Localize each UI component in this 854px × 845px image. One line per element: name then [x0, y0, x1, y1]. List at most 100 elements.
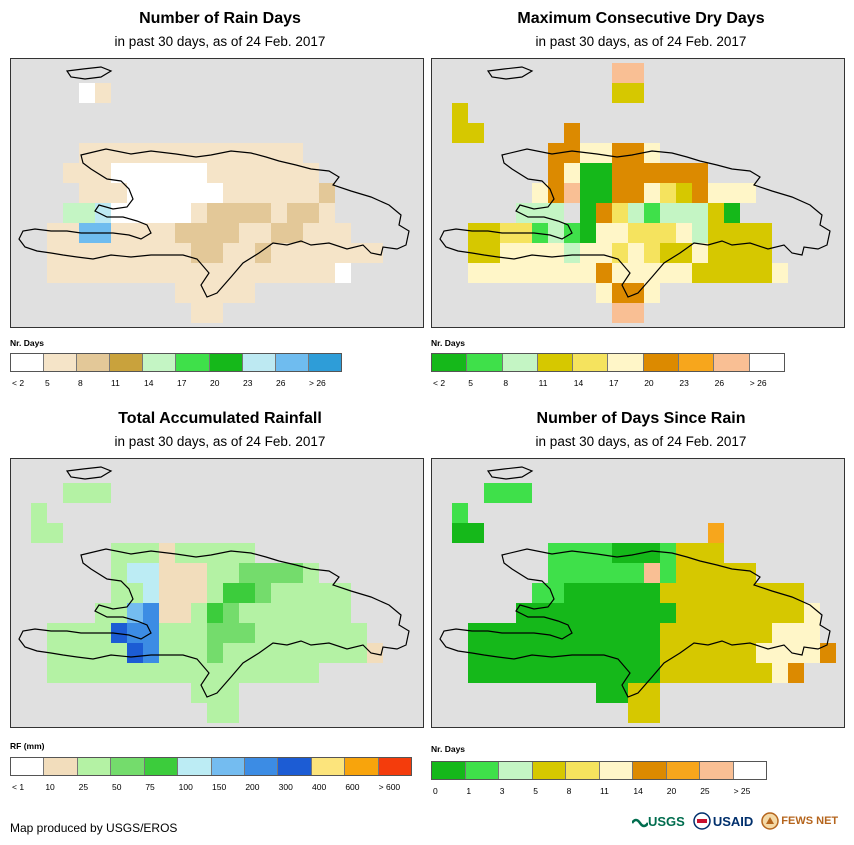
raster-cell: [628, 203, 644, 223]
raster-cell: [351, 243, 367, 263]
raster-cell: [756, 603, 772, 623]
raster-cell: [95, 263, 111, 283]
raster-cell: [255, 603, 271, 623]
raster-cell: [468, 623, 484, 643]
legend-swatch: [608, 354, 644, 371]
raster-cell: [207, 623, 223, 643]
raster-cell: [580, 643, 596, 663]
raster-cell: [596, 143, 612, 163]
raster-cell: [95, 83, 111, 103]
raster-cell: [612, 83, 628, 103]
raster-cell: [175, 263, 191, 283]
raster-cell: [191, 603, 207, 623]
raster-cell: [159, 223, 175, 243]
legend-swatch: [244, 758, 279, 775]
raster-cell: [532, 583, 548, 603]
legend-swatch: [278, 758, 312, 775]
raster-cell: [207, 223, 223, 243]
raster-cell: [143, 543, 159, 563]
raster-cell: [564, 543, 580, 563]
raster-cell: [708, 603, 724, 623]
raster-cell: [788, 663, 804, 683]
raster-cell: [676, 263, 692, 283]
raster-cell: [628, 83, 644, 103]
raster-cell: [207, 263, 223, 283]
raster-cell: [271, 183, 287, 203]
raster-cell: [239, 623, 255, 643]
raster-cell: [564, 243, 580, 263]
raster-cell: [255, 583, 271, 603]
legend-title: Nr. Days: [431, 744, 466, 754]
raster-cell: [692, 223, 708, 243]
raster-cell: [708, 563, 724, 583]
raster-cell: [207, 283, 223, 303]
raster-cell: [303, 643, 319, 663]
raster-cell: [335, 643, 351, 663]
raster-cell: [740, 643, 756, 663]
raster-cell: [159, 263, 175, 283]
raster-cell: [516, 243, 532, 263]
raster-cell: [143, 243, 159, 263]
raster-cell: [548, 243, 564, 263]
raster-cell: [564, 643, 580, 663]
raster-cell: [596, 683, 612, 703]
raster-cell: [612, 543, 628, 563]
usaid-logo: USAID: [693, 812, 753, 830]
raster-cell: [660, 163, 676, 183]
raster-cell: [548, 643, 564, 663]
raster-cell: [676, 583, 692, 603]
raster-cell: [223, 683, 239, 703]
raster-cell: [596, 623, 612, 643]
legend-swatch: [566, 762, 600, 779]
raster-cell: [95, 483, 111, 503]
raster-cell: [287, 203, 303, 223]
raster-cell: [319, 263, 335, 283]
legend-swatch: [378, 758, 412, 775]
legend-tick-label: 50: [112, 782, 122, 792]
logos: USGS USAID FEWS NET: [632, 808, 838, 834]
raster-cell: [708, 643, 724, 663]
raster-cell: [63, 223, 79, 243]
raster-cell: [484, 223, 500, 243]
raster-cell: [660, 203, 676, 223]
raster-cell: [612, 263, 628, 283]
raster-cell: [239, 663, 255, 683]
raster-cell: [548, 263, 564, 283]
raster-cell: [580, 203, 596, 223]
panel-subtitle: in past 30 days, as of 24 Feb. 2017: [114, 434, 326, 449]
raster-cell: [319, 183, 335, 203]
raster-cell: [580, 163, 596, 183]
raster-cell: [612, 63, 628, 83]
raster-cell: [692, 603, 708, 623]
raster-cell: [95, 143, 111, 163]
legend-swatch: [176, 354, 210, 371]
raster-cell: [143, 563, 159, 583]
raster-cell: [532, 263, 548, 283]
raster-cell: [223, 583, 239, 603]
raster-cell: [47, 223, 63, 243]
raster-cell: [548, 583, 564, 603]
raster-cell: [660, 263, 676, 283]
raster-cell: [516, 203, 532, 223]
legend-tick-label: 400: [312, 782, 327, 792]
raster-cell: [95, 183, 111, 203]
raster-cell: [772, 643, 788, 663]
raster-cell: [564, 163, 580, 183]
raster-cell: [191, 143, 207, 163]
raster-cell: [239, 563, 255, 583]
raster-cell: [127, 623, 143, 643]
raster-cell: [628, 663, 644, 683]
legend-title: Nr. Days: [10, 338, 45, 348]
legend-tick-label: 26: [276, 378, 286, 388]
raster-cell: [724, 203, 740, 223]
raster-cell: [95, 163, 111, 183]
raster-cell: [756, 243, 772, 263]
raster-cell: [255, 623, 271, 643]
raster-cell: [223, 143, 239, 163]
panel-title: Maximum Consecutive Dry Days: [517, 10, 765, 27]
raster-cell: [303, 603, 319, 623]
legend-swatch: [11, 354, 45, 371]
legend-tick-label: 600: [345, 782, 360, 792]
raster-cell: [271, 163, 287, 183]
raster-cell: [271, 243, 287, 263]
